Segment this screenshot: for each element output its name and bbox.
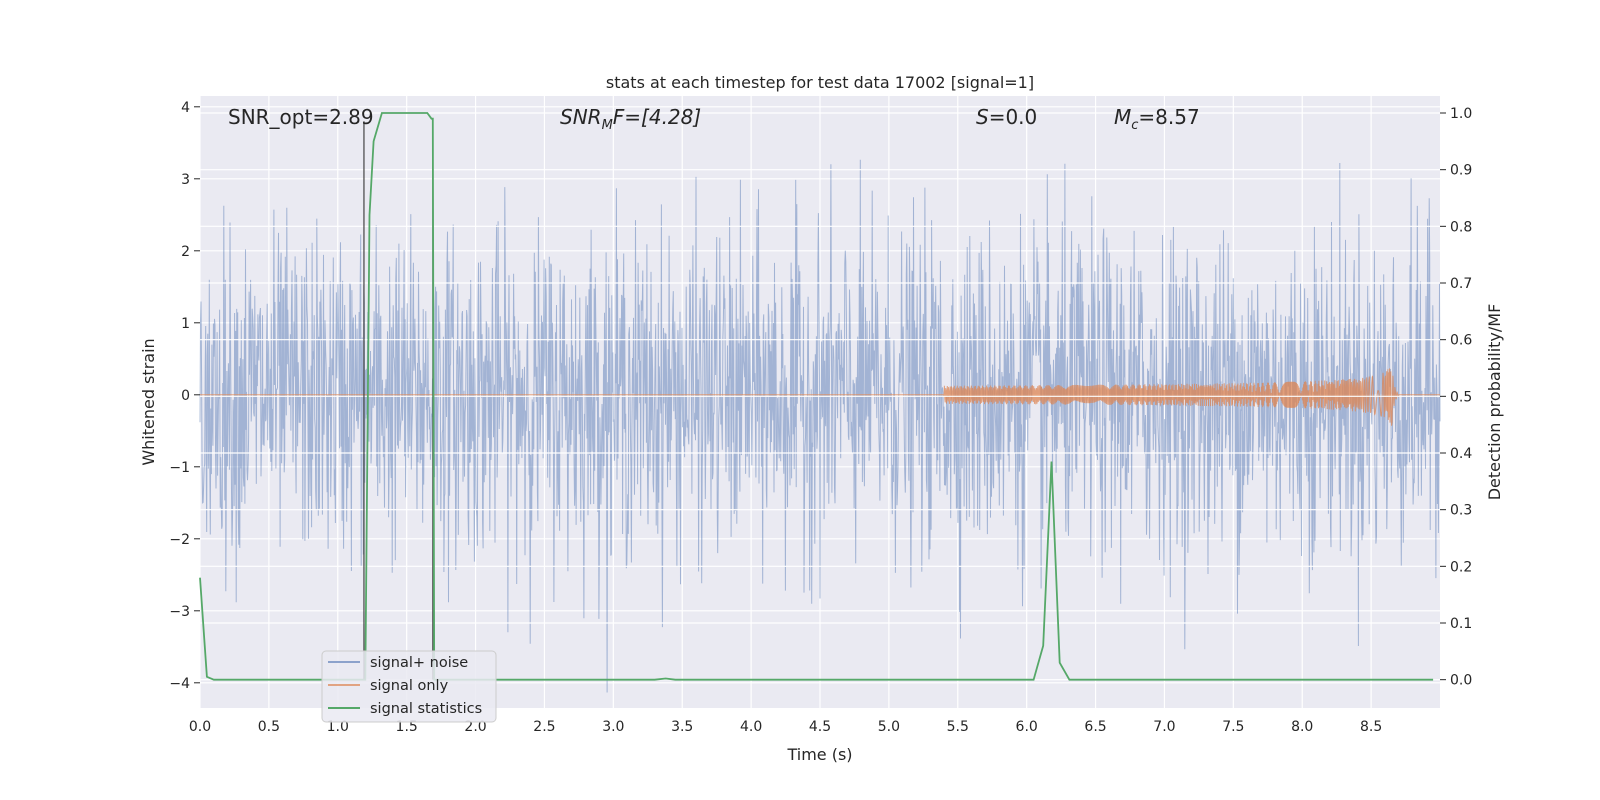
y-left-tick-label: −2 — [169, 532, 190, 548]
annotation-mc-symbol: M — [1114, 105, 1131, 129]
annotation-s-value: =0.0 — [989, 105, 1038, 129]
y-axis-label-left: Whitened strain — [139, 338, 158, 465]
x-tick-label: 2.0 — [464, 719, 486, 735]
y-axis-label-right: Detection probability/MF — [1485, 304, 1504, 501]
annotation-s: S=0.0 — [976, 105, 1037, 129]
x-tick-label: 1.5 — [396, 719, 418, 735]
annotation-s-symbol: S — [976, 105, 989, 129]
x-tick-label: 5.5 — [947, 719, 969, 735]
x-tick-label: 8.0 — [1291, 719, 1313, 735]
annotation-snr-mf-value: F=[4.28] — [613, 105, 701, 129]
y-right-tick-label: 0.8 — [1450, 219, 1472, 235]
y-left-tick-label: 0 — [181, 388, 190, 404]
annotation-mc-subscript: c — [1131, 118, 1138, 133]
legend-label-signal-only: signal only — [370, 678, 449, 694]
y-left-tick-label: −1 — [169, 460, 190, 476]
x-tick-label: 2.5 — [533, 719, 555, 735]
annotation-mc: Mc=8.57 — [1114, 105, 1200, 133]
grid — [199, 96, 1440, 708]
y-right-tick-label: 1.0 — [1450, 106, 1472, 122]
annotation-snr-mf: SNRMF=[4.28] — [560, 105, 701, 133]
x-tick-label: 0.5 — [258, 719, 280, 735]
annotation-snr-mf-subscript: M — [602, 118, 613, 133]
y-right-tick-label: 0.3 — [1450, 503, 1472, 519]
signal-only-line — [200, 368, 1440, 426]
x-tick-label: 7.0 — [1153, 719, 1175, 735]
x-tick-label: 4.5 — [809, 719, 831, 735]
signal-noise-series — [199, 159, 1441, 693]
tick-labels: 0.0 0.5 1.0 1.5 2.0 2.5 3.0 3.5 4.0 4.5 5.0 5.5 6.0 6… — [169, 100, 1472, 735]
y-right-tick-label: 0.1 — [1450, 616, 1472, 632]
y-right-tick-label: 0.2 — [1450, 559, 1472, 575]
x-tick-label: 4.0 — [740, 719, 762, 735]
annotation-mc-value: =8.57 — [1138, 105, 1199, 129]
y-right-tick-label: 0.4 — [1450, 446, 1472, 462]
y-left-tick-label: 1 — [181, 316, 190, 332]
annotation-snr-mf-symbol: SNR — [560, 105, 602, 129]
legend: signal+ noise signal only signal statist… — [321, 650, 497, 723]
x-tick-label: 0.0 — [189, 719, 211, 735]
y-right-tick-label: 0.6 — [1450, 333, 1472, 349]
y-left-tick-label: −3 — [169, 604, 190, 620]
y-left-tick-label: −4 — [169, 676, 190, 692]
y-left-tick-label: 2 — [181, 244, 190, 260]
y-left-tick-label: 4 — [181, 100, 190, 116]
y-right-tick-label: 0.0 — [1450, 673, 1472, 689]
legend-box — [321, 650, 497, 723]
y-right-tick-label: 0.7 — [1450, 276, 1472, 292]
legend-label-signal-noise: signal+ noise — [370, 655, 468, 671]
signal-noise-line — [199, 159, 1441, 693]
x-tick-label: 7.5 — [1222, 719, 1244, 735]
chart-title: stats at each timestep for test data 170… — [606, 73, 1034, 92]
x-tick-label: 8.5 — [1360, 719, 1382, 735]
y-right-tick-label: 0.9 — [1450, 163, 1472, 179]
annotation-snr-opt: SNR_opt=2.89 — [228, 105, 374, 129]
x-tick-label: 6.5 — [1084, 719, 1106, 735]
y-left-tick-label: 3 — [181, 172, 190, 188]
x-tick-label: 3.0 — [602, 719, 624, 735]
x-axis-label: Time (s) — [786, 745, 852, 764]
x-tick-label: 6.0 — [1016, 719, 1038, 735]
legend-label-signal-statistics: signal statistics — [370, 701, 482, 717]
x-tick-label: 1.0 — [327, 719, 349, 735]
signal-only-series — [200, 368, 1440, 426]
y-right-tick-label: 0.5 — [1450, 389, 1472, 405]
x-tick-label: 5.0 — [878, 719, 900, 735]
x-tick-label: 3.5 — [671, 719, 693, 735]
